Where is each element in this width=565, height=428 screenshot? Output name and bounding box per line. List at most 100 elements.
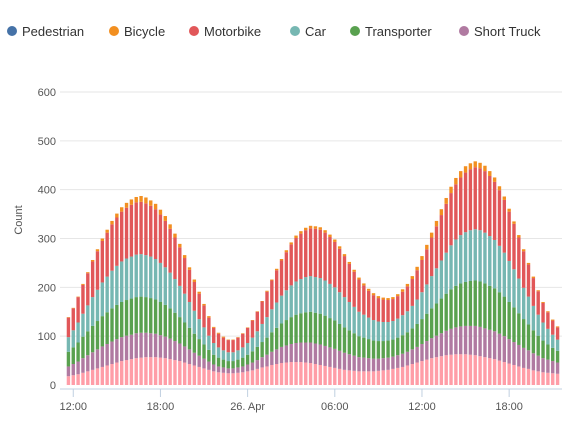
bar-segment[interactable] — [144, 203, 147, 255]
bar-segment[interactable] — [207, 336, 210, 350]
bar-segment[interactable] — [469, 169, 472, 230]
bar-segment[interactable] — [362, 283, 365, 285]
bar-segment[interactable] — [512, 269, 515, 307]
bar-segment[interactable] — [241, 334, 244, 348]
bar-segment[interactable] — [440, 209, 443, 215]
bar-segment[interactable] — [183, 322, 186, 346]
bar-segment[interactable] — [275, 302, 278, 327]
bar-segment[interactable] — [488, 358, 491, 385]
bar-segment[interactable] — [464, 166, 467, 172]
bar-segment[interactable] — [81, 314, 84, 337]
bar-segment[interactable] — [159, 263, 162, 302]
bar-segment[interactable] — [125, 203, 128, 208]
bar-segment[interactable] — [304, 230, 307, 277]
bar-segment[interactable] — [173, 313, 176, 341]
bar-segment[interactable] — [483, 171, 486, 233]
bar-segment[interactable] — [246, 371, 249, 385]
bar-segment[interactable] — [270, 352, 273, 365]
bar-segment[interactable] — [348, 264, 351, 302]
bar-segment[interactable] — [130, 359, 133, 385]
bar-segment[interactable] — [154, 334, 157, 357]
bar-segment[interactable] — [280, 260, 283, 295]
bar-segment[interactable] — [139, 358, 142, 385]
bar-segment[interactable] — [357, 371, 360, 385]
bar-segment[interactable] — [105, 344, 108, 365]
bar-segment[interactable] — [420, 292, 423, 319]
bar-segment[interactable] — [507, 212, 510, 261]
bar-segment[interactable] — [343, 254, 346, 256]
bar-segment[interactable] — [459, 283, 462, 326]
bar-segment[interactable] — [357, 278, 360, 280]
bar-segment[interactable] — [352, 307, 355, 333]
bar-segment[interactable] — [309, 343, 312, 364]
bar-segment[interactable] — [372, 371, 375, 385]
bar-segment[interactable] — [449, 187, 452, 193]
bar-segment[interactable] — [372, 359, 375, 372]
bar-segment[interactable] — [328, 237, 331, 284]
bar-segment[interactable] — [474, 326, 477, 355]
bar-segment[interactable] — [522, 251, 525, 288]
bar-segment[interactable] — [197, 356, 200, 367]
bar-segment[interactable] — [115, 214, 118, 218]
bar-segment[interactable] — [135, 297, 138, 333]
bar-segment[interactable] — [193, 280, 196, 282]
bar-segment[interactable] — [512, 342, 515, 365]
bar-segment[interactable] — [285, 320, 288, 345]
bar-segment[interactable] — [125, 300, 128, 336]
bar-segment[interactable] — [164, 337, 167, 358]
bar-segment[interactable] — [546, 360, 549, 373]
bar-segment[interactable] — [459, 171, 462, 177]
legend-item[interactable]: Bicycle — [109, 24, 165, 39]
bar-segment[interactable] — [338, 249, 341, 292]
bar-segment[interactable] — [420, 260, 423, 292]
bar-segment[interactable] — [396, 296, 399, 318]
bar-segment[interactable] — [425, 341, 428, 360]
bar-segment[interactable] — [309, 226, 312, 228]
bar-segment[interactable] — [154, 204, 157, 209]
bar-segment[interactable] — [348, 262, 351, 264]
bar-segment[interactable] — [537, 291, 540, 314]
bar-segment[interactable] — [469, 355, 472, 385]
bar-segment[interactable] — [459, 235, 462, 283]
bar-segment[interactable] — [299, 234, 302, 279]
bar-segment[interactable] — [507, 364, 510, 385]
bar-segment[interactable] — [246, 355, 249, 365]
bar-segment[interactable] — [459, 177, 462, 235]
bar-segment[interactable] — [227, 361, 230, 368]
bar-segment[interactable] — [440, 333, 443, 356]
bar-segment[interactable] — [202, 304, 205, 305]
bar-segment[interactable] — [323, 346, 326, 366]
bar-segment[interactable] — [396, 338, 399, 356]
bar-segment[interactable] — [488, 286, 491, 330]
bar-segment[interactable] — [81, 285, 84, 314]
bar-segment[interactable] — [231, 352, 234, 361]
bar-segment[interactable] — [178, 247, 181, 286]
bar-segment[interactable] — [280, 296, 283, 324]
bar-segment[interactable] — [159, 335, 162, 357]
bar-segment[interactable] — [474, 161, 477, 167]
bar-segment[interactable] — [159, 302, 162, 335]
bar-segment[interactable] — [556, 326, 559, 327]
bar-segment[interactable] — [556, 327, 559, 339]
bar-segment[interactable] — [464, 354, 467, 385]
bar-segment[interactable] — [319, 227, 322, 229]
bar-segment[interactable] — [367, 291, 370, 318]
bar-segment[interactable] — [406, 286, 409, 311]
bar-segment[interactable] — [227, 340, 230, 352]
bar-segment[interactable] — [91, 370, 94, 385]
bar-segment[interactable] — [197, 367, 200, 385]
bar-segment[interactable] — [488, 171, 491, 176]
bar-segment[interactable] — [275, 349, 278, 364]
bar-segment[interactable] — [304, 228, 307, 230]
bar-segment[interactable] — [299, 362, 302, 385]
bar-segment[interactable] — [222, 367, 225, 372]
bar-segment[interactable] — [76, 322, 79, 342]
bar-segment[interactable] — [527, 263, 530, 264]
bar-segment[interactable] — [556, 374, 559, 385]
bar-segment[interactable] — [110, 342, 113, 364]
bar-segment[interactable] — [532, 353, 535, 370]
bar-segment[interactable] — [309, 276, 312, 312]
bar-segment[interactable] — [217, 366, 220, 372]
bar-segment[interactable] — [469, 230, 472, 281]
bar-segment[interactable] — [294, 236, 297, 238]
